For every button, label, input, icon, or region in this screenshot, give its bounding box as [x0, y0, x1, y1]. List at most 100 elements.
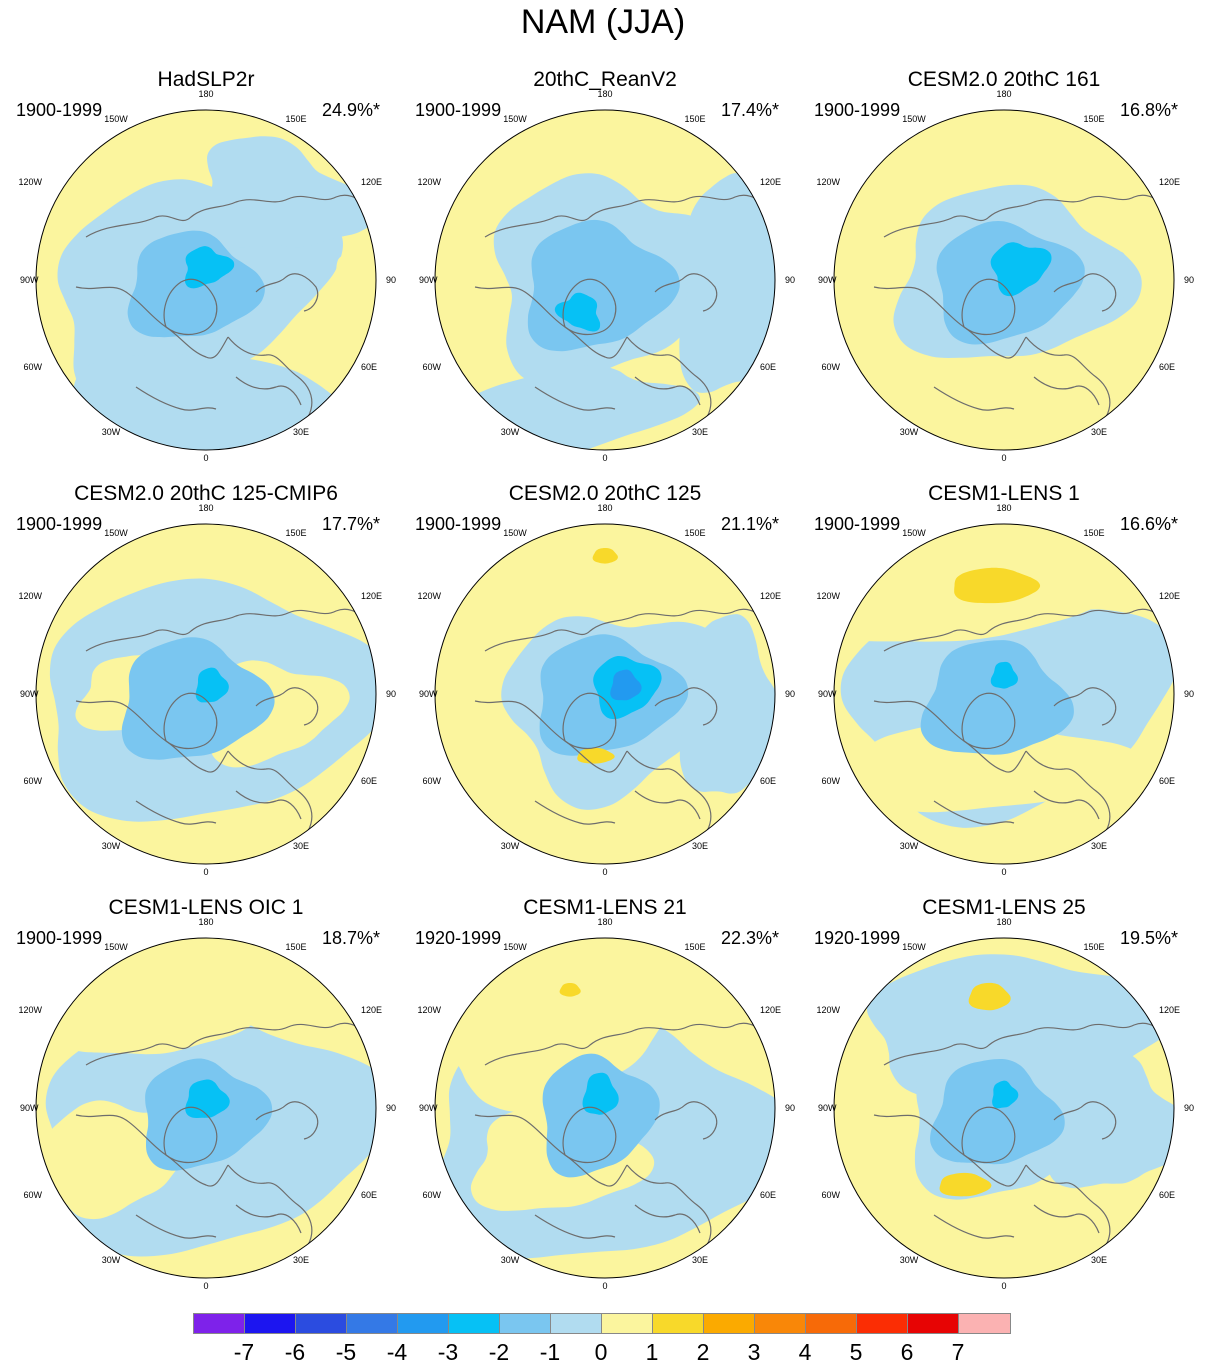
colorbar-box — [958, 1313, 1011, 1334]
coastline — [85, 608, 372, 652]
coastline — [135, 386, 217, 411]
map-field — [435, 524, 775, 864]
coastline — [883, 1022, 1170, 1066]
panel-period: 1900-1999 — [16, 928, 103, 948]
longitude-label: 30W — [102, 841, 121, 851]
coastline — [534, 386, 616, 411]
colorbar-box — [703, 1313, 755, 1334]
panel-variance-percent: 18.7%* — [321, 928, 380, 948]
coastline — [227, 750, 313, 832]
coastline — [1033, 1204, 1100, 1234]
panel-period: 1900-1999 — [16, 514, 103, 534]
colorbar-label: -4 — [386, 1339, 408, 1365]
panel-title: CESM1-LENS OIC 1 — [108, 896, 304, 919]
longitude-label: 150W — [902, 528, 926, 538]
polar-map: 180 150E 120E 90E 60E 30E 0 30W 60W 90W 120W 150W — [18, 917, 396, 1291]
field-contour — [679, 614, 775, 794]
colorbar-box — [805, 1313, 857, 1334]
longitude-label: 150E — [1083, 114, 1104, 124]
longitude-label: 180 — [597, 89, 612, 99]
coastline — [135, 800, 217, 825]
longitude-label: 90W — [20, 689, 39, 699]
colorbar-box — [193, 1313, 245, 1334]
map-panel-20thc-reanv2: 20thC_ReanV2 1900-1999 17.4%* 180 150E 120… — [415, 67, 795, 467]
longitude-label: 30W — [900, 1255, 919, 1265]
map-border — [434, 937, 776, 1279]
longitude-label: 120E — [1159, 177, 1180, 187]
panel-variance-percent: 17.4%* — [720, 100, 779, 120]
coastline — [163, 278, 218, 336]
field-contour — [679, 173, 775, 393]
longitude-label: 120E — [760, 1005, 781, 1015]
map-panel-cesm1-lens-1: CESM1-LENS 1 1900-1999 16.6%* 180 150E 120… — [814, 481, 1194, 881]
panel-variance-percent: 19.5%* — [1119, 928, 1178, 948]
longitude-label: 0 — [602, 867, 607, 877]
colorbar-label: -5 — [335, 1339, 357, 1365]
coastline — [1025, 1164, 1111, 1246]
longitude-label: 150E — [1083, 528, 1104, 538]
longitude-label: 120E — [361, 591, 382, 601]
colorbar-box — [346, 1313, 398, 1334]
longitude-label: 90W — [20, 275, 39, 285]
field-contour — [195, 667, 229, 703]
longitude-label: 120W — [417, 177, 441, 187]
map-border — [35, 109, 377, 451]
colorbar-label: 1 — [645, 1339, 659, 1365]
map-panel-cesm2-125: CESM2.0 20thC 125 1900-1999 21.1%* 180 15… — [415, 481, 795, 881]
colorbar-label: 2 — [696, 1339, 710, 1365]
longitude-label: 60W — [23, 1190, 42, 1200]
field-contour — [198, 136, 375, 248]
coastline — [1053, 273, 1117, 312]
panel-title: CESM2.0 20thC 161 — [907, 68, 1101, 91]
longitude-label: 120W — [816, 177, 840, 187]
longitude-label: 120E — [1159, 591, 1180, 601]
longitude-label: 90W — [818, 275, 837, 285]
longitude-label: 30E — [1091, 1255, 1107, 1265]
longitude-label: 180 — [996, 89, 1011, 99]
longitude-label: 30E — [692, 427, 708, 437]
field-contour — [930, 1059, 1065, 1165]
panel-variance-percent: 17.7%* — [321, 514, 380, 534]
polar-map: 180 150E 120E 90E 60E 30E 0 30W 60W 90W 120W 150W — [18, 89, 396, 463]
coastline — [534, 800, 616, 825]
longitude-label: 90W — [419, 689, 438, 699]
panel-title: CESM1-LENS 1 — [928, 482, 1080, 505]
map-panel-cesm1-lens-25: CESM1-LENS 25 1920-1999 19.5%* 180 150E 12… — [814, 895, 1194, 1295]
polar-map: 180 150E 120E 90E 60E 30E 0 30W 60W 90W 120W 150W — [417, 503, 795, 877]
panel-period: 1920-1999 — [814, 928, 901, 948]
field-contour — [554, 292, 601, 332]
coastline — [1033, 376, 1100, 406]
coastline — [235, 1204, 302, 1234]
longitude-label: 30E — [692, 1255, 708, 1265]
longitude-label: 180 — [597, 503, 612, 513]
colorbar-label: -6 — [284, 1339, 306, 1365]
coastline — [961, 1106, 1016, 1164]
colorbar-label: -7 — [233, 1339, 255, 1365]
longitude-label: 90E — [386, 1103, 396, 1113]
longitude-label: 60W — [821, 362, 840, 372]
coastline — [534, 1214, 616, 1239]
longitude-label: 0 — [1001, 867, 1006, 877]
longitude-label: 30E — [1091, 841, 1107, 851]
field-contour — [582, 1072, 619, 1115]
coastline — [227, 336, 313, 418]
longitude-label: 60W — [23, 776, 42, 786]
longitude-label: 90E — [386, 275, 396, 285]
coastline — [634, 1204, 701, 1234]
coastline — [484, 1022, 771, 1066]
map-panel-cesm2-161: CESM2.0 20thC 161 1900-1999 16.8%* 180 15… — [814, 67, 1194, 467]
coastline — [933, 386, 1015, 411]
coastline — [484, 194, 771, 238]
longitude-label: 0 — [602, 453, 607, 463]
longitude-label: 90E — [785, 689, 795, 699]
longitude-label: 60E — [1159, 362, 1175, 372]
longitude-label: 180 — [996, 503, 1011, 513]
longitude-label: 0 — [203, 867, 208, 877]
polar-map: 180 150E 120E 90E 60E 30E 0 30W 60W 90W 120W 150W — [417, 917, 795, 1291]
longitude-label: 150E — [684, 528, 705, 538]
longitude-label: 0 — [203, 453, 208, 463]
coastline — [255, 687, 319, 726]
longitude-label: 180 — [198, 917, 213, 927]
longitude-label: 90E — [1184, 689, 1194, 699]
map-border — [434, 109, 776, 451]
